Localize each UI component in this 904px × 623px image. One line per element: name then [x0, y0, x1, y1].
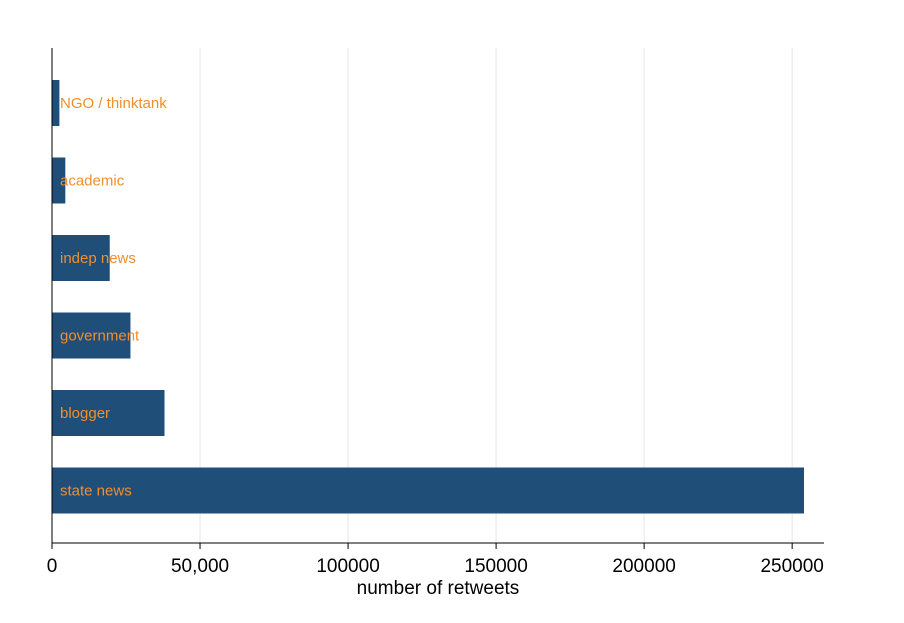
x-tick-label-0: 0: [47, 556, 58, 577]
x-axis-title: number of retweets: [357, 578, 520, 599]
x-tick-label-2: 100000: [316, 556, 379, 577]
bar-3: [52, 312, 131, 359]
bar-4: [52, 390, 165, 436]
x-tick-label-5: 250000: [760, 556, 823, 577]
x-tick-label-3: 150000: [464, 556, 527, 577]
x-tick-label-1: 50,000: [171, 556, 229, 577]
axes: [51, 48, 824, 544]
bar-label-3: government: [60, 328, 140, 345]
bars: [52, 80, 804, 514]
bar-label-5: state news: [60, 483, 132, 500]
bar-label-1: academic: [60, 173, 125, 190]
bar-label-2: indep news: [60, 250, 136, 267]
x-tick-label-4: 200000: [612, 556, 675, 577]
gridlines: [199, 48, 793, 543]
bar-1: [52, 157, 66, 204]
bar-labels: NGO / thinktank academic indep news governm…: [60, 95, 167, 500]
bar-2: [52, 235, 110, 281]
x-ticks: 0 50,000 100000 150000 200000 250000: [47, 543, 824, 577]
bar-label-4: blogger: [60, 405, 110, 422]
bar-5: [52, 467, 804, 514]
bar-0: [52, 80, 60, 126]
bar-label-0: NGO / thinktank: [60, 95, 167, 112]
